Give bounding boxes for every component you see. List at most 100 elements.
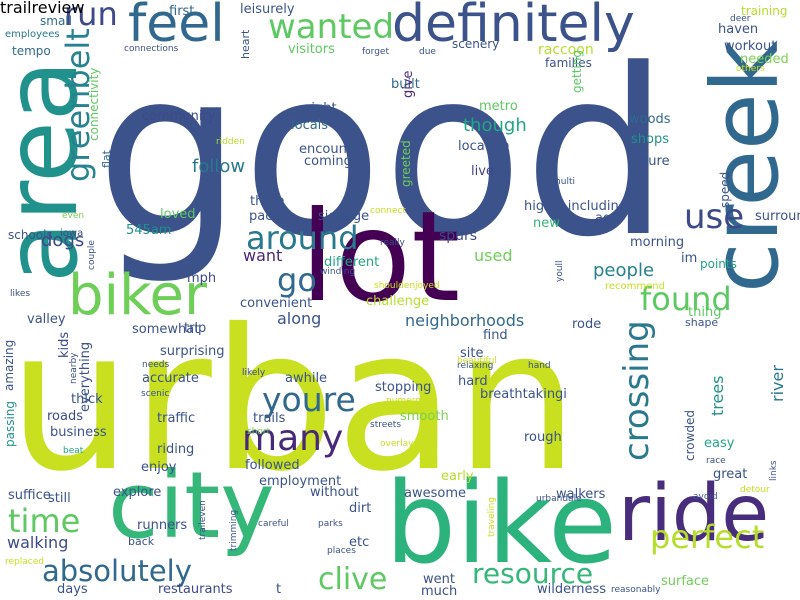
word: traffic bbox=[157, 411, 196, 426]
word: awhile bbox=[285, 371, 328, 386]
word: deer bbox=[730, 14, 751, 24]
word: trip bbox=[184, 321, 207, 336]
word: likely bbox=[242, 368, 266, 378]
word: employees bbox=[5, 29, 60, 40]
word: crossing bbox=[617, 320, 657, 461]
word: different bbox=[324, 255, 380, 270]
word: nature bbox=[627, 154, 670, 169]
word: hard bbox=[458, 374, 488, 389]
word: winding bbox=[320, 267, 356, 277]
word: 545am bbox=[126, 223, 172, 238]
word: bike bbox=[385, 459, 617, 589]
word: location bbox=[458, 139, 510, 154]
word: highly including bbox=[524, 199, 627, 214]
word: t bbox=[276, 582, 282, 597]
word: walking bbox=[7, 533, 69, 552]
word: roads bbox=[47, 409, 84, 424]
word: want bbox=[243, 246, 283, 265]
word: tempo bbox=[12, 44, 51, 58]
word: challenge bbox=[366, 294, 430, 309]
word: surrounding bbox=[755, 209, 800, 224]
word: couple bbox=[87, 240, 97, 270]
word: business bbox=[50, 425, 107, 440]
word: first bbox=[169, 4, 195, 19]
word: use bbox=[684, 197, 745, 237]
word: people bbox=[593, 260, 655, 281]
word: nearby bbox=[69, 352, 79, 385]
word: trees bbox=[708, 375, 727, 416]
word: coming bbox=[304, 154, 352, 169]
word: race bbox=[706, 456, 726, 466]
word: dirt bbox=[349, 501, 372, 516]
word: recommend bbox=[605, 281, 665, 292]
word: dogs bbox=[41, 230, 85, 251]
word: urban bbox=[8, 287, 579, 514]
word: heart bbox=[239, 29, 252, 59]
word: many bbox=[242, 418, 344, 459]
word: valley bbox=[27, 312, 66, 327]
word: used bbox=[474, 246, 513, 265]
word: passing bbox=[3, 400, 17, 447]
word: beautiful bbox=[457, 356, 497, 366]
word: employment bbox=[259, 474, 342, 489]
word: loved bbox=[160, 207, 196, 222]
word: accurate bbox=[142, 371, 199, 386]
word: raccoon bbox=[538, 42, 594, 58]
word: encounter bbox=[299, 142, 366, 157]
word: definitely bbox=[392, 0, 635, 54]
word: find bbox=[483, 328, 508, 343]
word: traileven bbox=[198, 500, 208, 540]
word: without bbox=[310, 485, 359, 500]
word: pace bbox=[249, 209, 281, 224]
word: awesome bbox=[404, 486, 466, 501]
word: metro bbox=[479, 99, 518, 114]
word: followed bbox=[245, 458, 300, 473]
word: days bbox=[57, 582, 88, 597]
word: ridden bbox=[216, 137, 245, 147]
word: rode bbox=[572, 317, 602, 332]
word: traveling bbox=[487, 496, 497, 537]
word: points bbox=[700, 257, 737, 271]
word: flat bbox=[100, 150, 113, 168]
word: lot bbox=[300, 185, 461, 330]
word: still bbox=[48, 491, 71, 506]
word: found bbox=[640, 280, 732, 318]
word: give bbox=[401, 70, 416, 98]
word: city bbox=[108, 452, 275, 559]
word: schools bbox=[8, 228, 53, 242]
word: hand bbox=[528, 361, 551, 371]
word: thick bbox=[71, 392, 103, 407]
word: youll bbox=[555, 260, 565, 282]
word: shops bbox=[631, 132, 669, 147]
word: connect bbox=[370, 206, 406, 216]
word: speed bbox=[718, 171, 732, 208]
word: site bbox=[460, 346, 484, 361]
word: iowa bbox=[60, 228, 84, 239]
word: etc bbox=[349, 535, 370, 550]
word: morning bbox=[630, 235, 685, 250]
word: built bbox=[391, 77, 420, 92]
word: much bbox=[421, 584, 458, 599]
word: follow bbox=[192, 156, 246, 177]
word: around bbox=[246, 219, 359, 257]
word: river bbox=[768, 365, 787, 402]
word: relaxing bbox=[457, 361, 494, 371]
word: replaced bbox=[5, 557, 44, 567]
word: restaurants bbox=[158, 582, 233, 597]
word: others bbox=[736, 64, 765, 74]
word: biker bbox=[68, 263, 208, 328]
word: youre bbox=[262, 380, 356, 419]
word: trails bbox=[253, 411, 286, 426]
word: detour bbox=[740, 485, 770, 495]
word: walkers bbox=[556, 487, 606, 502]
word: absolutely bbox=[42, 554, 192, 588]
word: time bbox=[8, 502, 81, 540]
word: surprising bbox=[160, 344, 225, 359]
word: trailreview bbox=[0, 0, 85, 17]
word: workout bbox=[724, 39, 777, 54]
word: leisurely bbox=[240, 2, 295, 17]
word: new bbox=[533, 216, 560, 231]
word: urbandale bbox=[536, 494, 582, 504]
word: run bbox=[64, 0, 118, 33]
word: visitors bbox=[288, 42, 335, 57]
